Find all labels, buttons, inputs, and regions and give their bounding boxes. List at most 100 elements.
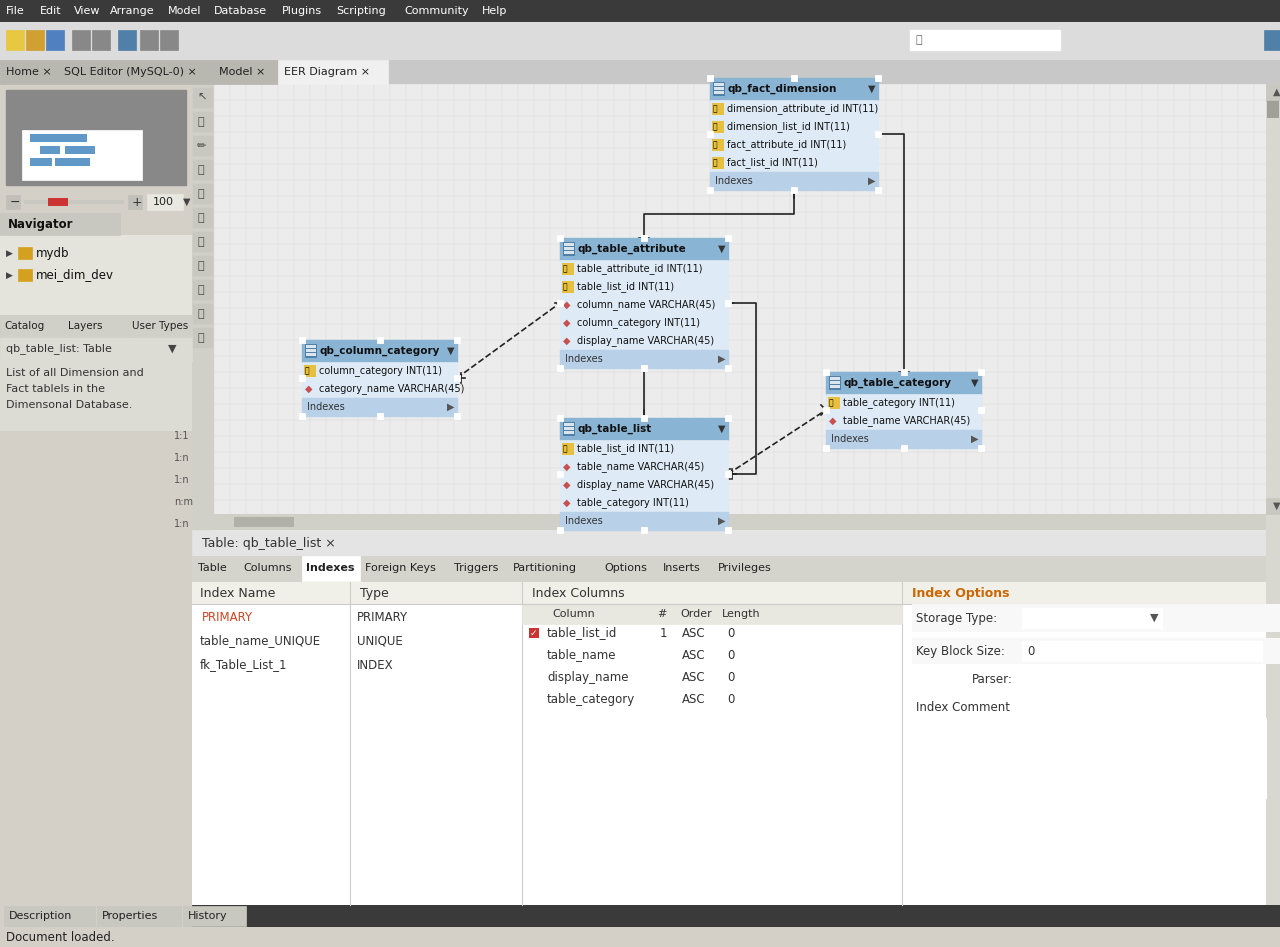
Text: qb_table_list: Table: qb_table_list: Table (6, 344, 111, 354)
Text: Partitioning: Partitioning (513, 563, 577, 573)
Bar (564, 427, 573, 430)
Bar (1266, 84, 1280, 905)
Text: table_list_id: table_list_id (547, 627, 617, 639)
Bar (92, 30, 110, 50)
Bar (561, 296, 728, 314)
Bar (564, 423, 573, 426)
Text: Index Options: Index Options (911, 586, 1010, 599)
Text: ⬜: ⬜ (197, 285, 204, 295)
Bar (562, 263, 573, 275)
Text: ▼: ▼ (1274, 501, 1280, 511)
Text: Properties: Properties (102, 911, 159, 921)
Text: ⬜: ⬜ (197, 213, 204, 223)
Text: ASC: ASC (682, 692, 705, 706)
Text: ✏: ✏ (197, 141, 206, 151)
Bar (561, 350, 728, 368)
Text: File: File (6, 6, 24, 16)
Text: ⬜: ⬜ (197, 165, 204, 175)
Bar (557, 527, 563, 533)
Bar (710, 100, 878, 118)
Bar (192, 530, 1266, 556)
Text: Type: Type (360, 586, 389, 599)
Text: qb_fact_dimension: qb_fact_dimension (728, 84, 837, 94)
Text: 1:n: 1:n (174, 519, 189, 529)
Bar (18, 269, 32, 281)
Text: Length: Length (722, 609, 760, 619)
Bar (454, 337, 460, 343)
Bar (128, 195, 142, 209)
Bar (302, 362, 457, 380)
Bar (1267, 88, 1279, 118)
Text: 0: 0 (727, 692, 735, 706)
Bar (24, 200, 124, 204)
Bar (454, 413, 460, 419)
Text: 🔑: 🔑 (713, 140, 718, 150)
Bar (561, 512, 728, 530)
Bar (714, 83, 724, 86)
Bar (724, 365, 731, 371)
Bar (561, 238, 728, 260)
Bar (713, 82, 724, 96)
Bar (302, 340, 457, 362)
Bar (826, 394, 980, 412)
Bar (128, 315, 192, 337)
Text: Indexes: Indexes (716, 176, 753, 186)
Bar (1021, 608, 1162, 628)
Text: table_category INT(11): table_category INT(11) (844, 398, 955, 408)
Bar (641, 235, 646, 241)
Text: PRIMARY: PRIMARY (202, 611, 253, 623)
Bar (563, 422, 575, 436)
Text: Scripting: Scripting (335, 6, 385, 16)
Bar (198, 608, 270, 626)
Bar (557, 300, 563, 306)
Bar (6, 195, 20, 209)
Bar (193, 328, 212, 348)
Bar (561, 332, 728, 350)
Bar (0, 60, 58, 84)
Bar (305, 365, 316, 377)
Text: Columns: Columns (243, 563, 292, 573)
Text: ▼: ▼ (168, 344, 177, 354)
Text: ◆: ◆ (563, 300, 571, 310)
Text: ▶: ▶ (972, 434, 978, 444)
Text: Index Comment: Index Comment (916, 701, 1010, 713)
Text: Model: Model (168, 6, 201, 16)
Bar (561, 260, 728, 278)
Text: ▼: ▼ (447, 346, 454, 356)
Bar (826, 372, 980, 394)
Text: column_category INT(11): column_category INT(11) (577, 317, 700, 329)
Bar (193, 304, 212, 324)
Bar (557, 365, 563, 371)
Text: 0: 0 (727, 627, 735, 639)
Bar (193, 88, 212, 108)
Bar (193, 136, 212, 156)
Bar (829, 377, 840, 380)
Text: table_name_UNIQUE: table_name_UNIQUE (200, 634, 321, 648)
Text: table_list_id INT(11): table_list_id INT(11) (577, 281, 675, 293)
Bar (710, 78, 878, 100)
Bar (6, 30, 24, 50)
Text: Plugins: Plugins (282, 6, 323, 16)
Bar (26, 30, 44, 50)
Text: display_name: display_name (547, 670, 628, 684)
Text: ⬜: ⬜ (197, 189, 204, 199)
Text: ✓: ✓ (530, 629, 538, 637)
Bar (64, 315, 128, 337)
Bar (0, 22, 1280, 60)
Bar (641, 415, 646, 421)
Text: ▲: ▲ (1274, 87, 1280, 97)
Bar (712, 139, 724, 151)
Bar (724, 527, 731, 533)
Bar (361, 556, 449, 581)
Bar (55, 158, 90, 166)
Bar (911, 638, 1280, 664)
Text: ASC: ASC (682, 627, 705, 639)
Bar (710, 118, 878, 136)
Bar (1021, 669, 1262, 689)
Text: Edit: Edit (40, 6, 61, 16)
Text: Options: Options (604, 563, 646, 573)
Bar (712, 121, 724, 133)
Bar (714, 87, 724, 90)
Text: Catalog: Catalog (4, 321, 45, 331)
Bar (600, 556, 658, 581)
